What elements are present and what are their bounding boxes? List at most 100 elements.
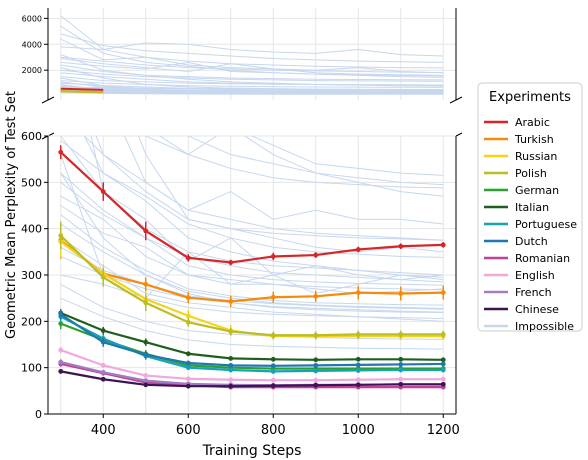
impossible-series-line — [60, 88, 444, 94]
legend-label-french: French — [515, 286, 552, 299]
italian-point — [270, 356, 276, 362]
italian-point — [398, 356, 404, 362]
upper-panel: 2000 4000 6000 — [22, 8, 457, 100]
impossible-series-line — [60, 172, 444, 286]
arabic-point — [270, 254, 276, 259]
upper-y-ticks: 2000 4000 6000 — [22, 14, 48, 75]
polish-point — [440, 331, 446, 337]
impossible-series-line — [123, 136, 444, 225]
polish-point — [270, 332, 276, 338]
english-point — [185, 376, 191, 382]
italian-point — [313, 357, 319, 363]
romanian-series-line — [60, 362, 444, 389]
portuguese-point — [440, 367, 446, 373]
upper-main-lines — [60, 87, 104, 94]
lower-y-tick-label: 300 — [21, 269, 42, 282]
chinese-point — [58, 368, 64, 374]
impossible-series-line — [144, 136, 444, 176]
polish-point — [100, 274, 106, 280]
x-axis-label: Training Steps — [202, 443, 302, 459]
arabic-upper-series-line — [60, 87, 104, 91]
english-point — [143, 373, 149, 378]
x-tick-label: 1000 — [342, 423, 375, 438]
english-point — [100, 362, 106, 368]
impossible-series-line — [60, 172, 444, 314]
legend-title: Experiments — [489, 90, 571, 105]
polish-point — [228, 329, 234, 334]
impossible-series-line — [60, 76, 444, 86]
italian-series-line — [60, 311, 444, 361]
chinese-series-line — [60, 370, 444, 388]
italian-point — [440, 357, 446, 363]
impossible-series-line — [60, 69, 444, 82]
dutch-point — [398, 362, 404, 367]
english-point — [313, 377, 319, 383]
lower-main-lines — [58, 145, 446, 390]
legend-label-polish: Polish — [515, 167, 547, 180]
impossible-series-line — [60, 246, 444, 310]
arabic-point — [228, 260, 234, 265]
turkish-point — [440, 290, 446, 296]
impossible-series-line — [138, 136, 444, 253]
arabic-point — [398, 243, 404, 249]
legend: Experiments Arabic Turkish Russian Polish Ge… — [477, 82, 583, 333]
arabic-point — [355, 247, 361, 252]
english-point — [58, 347, 64, 353]
dutch-point — [58, 311, 64, 317]
polish-point — [313, 332, 319, 338]
italian-point — [185, 351, 191, 357]
russian-point — [185, 313, 191, 319]
legend-label-german: German — [515, 184, 559, 197]
italian-point — [143, 339, 149, 345]
lower-y-tick-label: 100 — [21, 362, 42, 375]
x-tick-label: 400 — [91, 423, 116, 438]
turkish-point — [143, 281, 149, 287]
chinese-point — [440, 381, 446, 387]
english-point — [228, 377, 234, 383]
arabic-point — [440, 242, 446, 248]
chinese-point — [398, 381, 404, 387]
impossible-series-line — [159, 136, 444, 189]
polish-point — [398, 331, 404, 337]
lower-y-ticks: 0 100 200 300 400 500 600 — [21, 130, 48, 421]
impossible-series-line — [60, 38, 444, 74]
turkish-point — [228, 299, 234, 304]
upper-impossible-lines — [60, 15, 444, 95]
german-point — [58, 321, 64, 327]
english-series-line — [60, 349, 444, 382]
polish-series-line — [59, 234, 444, 337]
legend-label-chinese: Chinese — [515, 303, 559, 316]
turkish-point — [398, 291, 404, 296]
chinese-point — [355, 382, 361, 388]
dutch-point — [440, 361, 446, 367]
impossible-series-line — [60, 297, 444, 350]
legend-frame — [477, 82, 583, 332]
turkish-point — [270, 294, 276, 300]
polish-point — [355, 331, 361, 337]
legend-label-italian: Italian — [515, 201, 549, 214]
impossible-series-line — [60, 56, 444, 74]
impossible-series-line — [60, 15, 444, 69]
arabic-point — [143, 228, 149, 234]
arabic-point — [185, 255, 191, 261]
lower-y-tick-label: 400 — [21, 223, 42, 236]
polish-point — [143, 300, 149, 306]
impossible-series-line — [83, 136, 444, 241]
upper-y-tick-label: 4000 — [22, 40, 42, 49]
portuguese-point — [398, 367, 404, 373]
break-mark-upper-right — [449, 96, 463, 104]
impossible-series-line — [60, 86, 444, 90]
legend-label-dutch: Dutch — [515, 235, 548, 248]
upper-y-tick-label: 2000 — [22, 66, 42, 75]
impossible-series-line — [60, 223, 444, 309]
turkish-point — [185, 295, 191, 301]
legend-label-turkish: Turkish — [514, 133, 554, 146]
english-point — [270, 377, 276, 383]
lower-y-tick-label: 200 — [21, 315, 42, 328]
lower-panel: 0 100 200 300 400 500 600 400 600 800 1000 1200 — [21, 130, 460, 438]
impossible-series-line — [60, 181, 444, 283]
impossible-series-line — [60, 61, 444, 77]
turkish-point — [313, 293, 319, 299]
dutch-point — [228, 362, 234, 368]
